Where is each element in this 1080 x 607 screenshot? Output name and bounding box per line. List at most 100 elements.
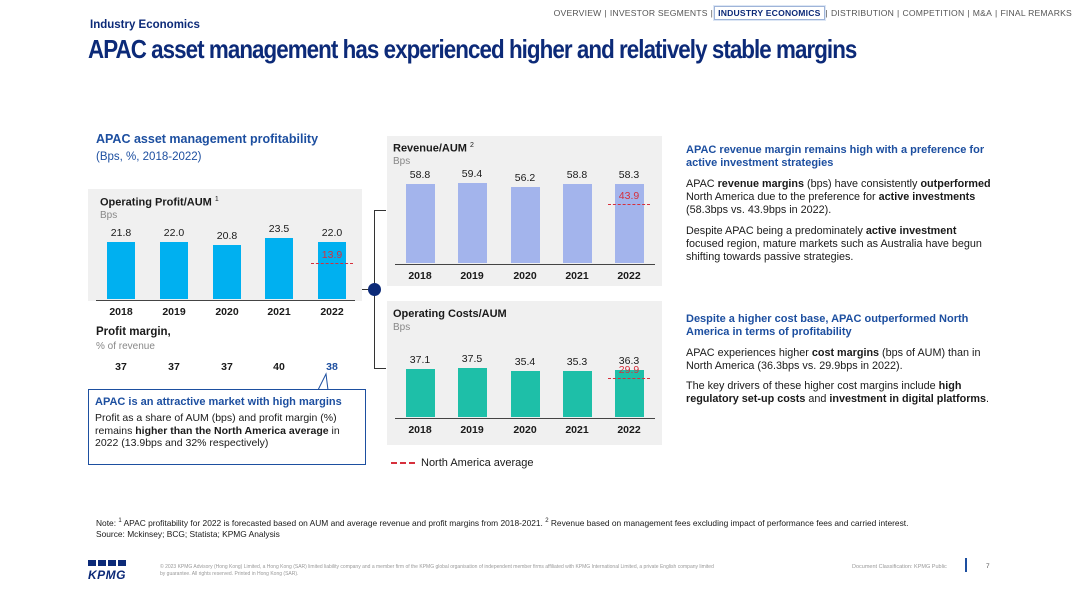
revenue-north-america-line [608,203,650,205]
section-label: Industry Economics [90,19,200,31]
kpmg-logo-blocks-icon [88,560,134,566]
costs-bar-2021 [562,371,592,417]
footnote-source: Source: Mckinsey; BCG; Statista; KPMG An… [96,528,280,539]
profit-margin-subtitle: % of revenue [96,341,155,352]
costs-bar-2020 [510,370,540,417]
footer-classification: Document Classification: KPMG Public [852,564,947,570]
right-paragraph-1: APAC revenue margins (bps) have consiste… [686,178,991,216]
profit-margin-value-2019: 37 [168,361,180,373]
left-block-subtitle: (Bps, %, 2018-2022) [96,151,202,163]
nav-item-final-remarks[interactable]: FINAL REMARKS [1000,8,1072,18]
top-navigation: OVERVIEW | INVESTOR SEGMENTS | INDUSTRY ECON… [552,6,1074,20]
footer-legal: © 2023 KPMG Advisory (Hong Kong) Limited… [160,564,714,577]
profit-margin-title: Profit margin, [96,326,171,338]
right-paragraph-2: Despite APAC being a predominately activ… [686,225,982,263]
page-number: 7 [986,563,990,570]
revenue-year-label-2020: 2020 [513,270,537,282]
costs-bar-2019 [457,368,487,417]
nav-item-investor-segments[interactable]: INVESTOR SEGMENTS [609,8,708,18]
footnote-line-1: Note: 1 APAC profitability for 2022 is f… [96,517,909,528]
costs-value-label-2018: 37.1 [409,353,431,366]
costs-north-america-value: 29.9 [618,364,640,377]
profit-year-label-2019: 2019 [162,306,186,318]
nav-separator: | [710,8,714,18]
nav-item-competition[interactable]: COMPETITION [902,8,965,18]
revenue-value-label-2021: 58.8 [566,168,588,181]
revenue-year-label-2021: 2021 [565,270,589,282]
revenue-unit: Bps [393,156,411,167]
nav-separator: | [897,8,900,18]
right-heading-costs: Despite a higher cost base, APAC outperf… [686,313,969,338]
profit-value-label-2022: 22.0 [321,226,343,239]
revenue-north-america-value: 43.9 [618,189,640,202]
costs-value-label-2020: 35.4 [514,355,536,368]
costs-north-america-line [608,378,650,380]
profit-year-label-2021: 2021 [267,306,291,318]
page-title: APAC asset management has experienced hi… [88,34,857,64]
costs-bar-2018 [405,368,435,417]
kpmg-logo: KPMG [88,560,134,582]
revenue-axis [395,264,655,265]
left-block-title: APAC asset management profitability [96,132,319,146]
footnote: Note: 1 APAC profitability for 2022 is f… [96,516,996,540]
callout-box: APAC is an attractive market with high m… [88,389,366,465]
revenue-bar-2020 [510,187,540,263]
profit-year-label-2020: 2020 [215,306,239,318]
profit-value-label-2019: 22.0 [163,226,185,239]
profit-margin-value-2018: 37 [115,361,127,373]
callout-text: Profit as a share of AUM (bps) and profi… [95,412,340,449]
nav-item-overview[interactable]: OVERVIEW [553,8,602,18]
nav-separator: | [995,8,998,18]
costs-bar-2022 [614,369,644,417]
costs-year-label-2021: 2021 [565,424,589,436]
revenue-year-label-2019: 2019 [460,270,484,282]
revenue-bar-2018 [405,183,435,263]
profit-bar-2019 [160,241,188,299]
costs-year-label-2020: 2020 [513,424,537,436]
profit-margin-value-2020: 37 [221,361,233,373]
costs-year-label-2022: 2022 [617,424,641,436]
profit-bar-2020 [213,244,241,299]
nav-item-m-a[interactable]: M&A [972,8,993,18]
revenue-value-label-2018: 58.8 [409,168,431,181]
nav-item-industry-economics[interactable]: INDUSTRY ECONOMICS [714,6,825,20]
operating-profit-title: Operating Profit/AUM 1 [100,196,219,209]
revenue-title: Revenue/AUM 2 [393,142,474,155]
profit-value-label-2018: 21.8 [110,227,132,240]
profit-north-america-line [311,262,353,264]
revenue-bar-2022 [614,184,644,263]
connector-bottom [374,368,386,369]
operating-profit-unit: Bps [100,210,118,221]
right-heading-revenue: APAC revenue margin remains high with a … [686,144,985,169]
legend-label: North America average [421,457,534,469]
profit-north-america-value: 13.9 [321,248,343,261]
profit-margin-value-2021: 40 [273,361,285,373]
revenue-bar-2019 [457,182,487,263]
profit-value-label-2020: 20.8 [216,229,238,242]
nav-separator: | [967,8,970,18]
operating-costs-unit: Bps [393,322,411,333]
connector-top [374,210,386,211]
profit-value-label-2021: 23.5 [268,222,290,235]
callout-title: APAC is an attractive market with high m… [95,396,342,408]
nav-separator: | [604,8,607,18]
profit-year-label-2018: 2018 [109,306,133,318]
profit-axis [96,300,355,301]
footer-divider [965,558,967,572]
operating-costs-title: Operating Costs/AUM [393,308,507,320]
costs-value-label-2022: 36.3 [618,354,640,367]
profit-year-label-2022: 2022 [320,306,344,318]
costs-year-label-2019: 2019 [460,424,484,436]
profit-margin-value-2022: 38 [326,361,338,373]
legend: North America average [391,457,534,469]
nav-item-distribution[interactable]: DISTRIBUTION [830,8,895,18]
connector-dot [368,283,381,296]
revenue-year-label-2022: 2022 [617,270,641,282]
revenue-value-label-2019: 59.4 [461,167,483,180]
revenue-value-label-2020: 56.2 [514,172,536,185]
revenue-year-label-2018: 2018 [408,270,432,282]
revenue-bar-2021 [562,183,592,263]
costs-year-label-2018: 2018 [408,424,432,436]
kpmg-logo-word: KPMG [88,568,126,582]
revenue-value-label-2022: 58.3 [618,169,640,182]
